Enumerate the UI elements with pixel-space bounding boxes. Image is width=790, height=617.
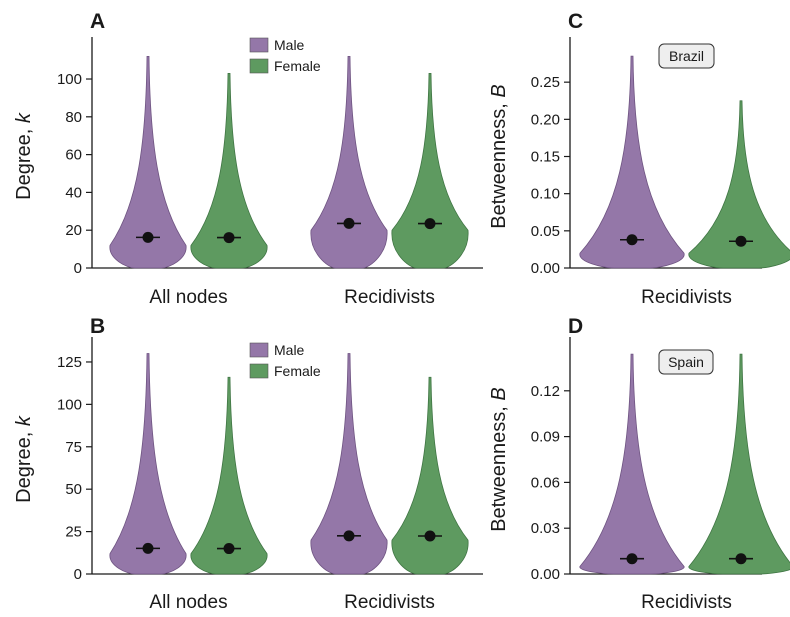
violin-male (310, 55, 388, 269)
y-tick-label: 0 (74, 260, 82, 277)
y-tick-label: 125 (57, 354, 82, 371)
y-tick-label: 0.00 (531, 566, 560, 583)
mean-point (424, 530, 436, 542)
violin-male (579, 55, 685, 269)
y-tick-label: 20 (65, 222, 82, 239)
region-box (658, 43, 715, 69)
legend-label: Female (274, 363, 321, 379)
legend-swatch-female (249, 363, 269, 379)
mean-point (735, 553, 747, 565)
mean-point (142, 542, 154, 554)
legend: Male Female (249, 37, 321, 74)
mean-point (343, 530, 355, 542)
y-tick-label: 0.03 (531, 520, 560, 537)
mean-point (424, 218, 436, 230)
panel-B: B 0 25 50 75 100 125 Degree, k All nodes Recidivi… (13, 315, 483, 613)
y-tick-label: 25 (65, 524, 82, 541)
y-tick-label: 0 (74, 566, 82, 583)
y-tick-label: 80 (65, 109, 82, 126)
legend: Male Female (249, 342, 321, 379)
violin-male (579, 353, 685, 575)
y-axis-label: Betweenness, B (488, 84, 510, 229)
y-tick-label: 0.10 (531, 186, 560, 203)
mean-point (343, 217, 355, 229)
y-tick-label: 0.15 (531, 149, 560, 166)
panel-D: D 0.00 0.03 0.06 0.09 0.12 Betweenness, B Recid… (488, 315, 790, 613)
y-tick-label: 40 (65, 184, 82, 201)
legend-swatch-male (249, 37, 269, 53)
panel-letter: B (90, 315, 105, 338)
violin-female (391, 376, 469, 575)
category-label: Recidivists (344, 592, 435, 613)
y-tick-label: 50 (65, 481, 82, 498)
y-tick-label: 0.25 (531, 74, 560, 91)
y-tick-label: 60 (65, 147, 82, 164)
mean-point (626, 553, 638, 565)
mean-point (223, 543, 235, 555)
violin-female (688, 353, 790, 575)
region-box (658, 349, 714, 375)
panel-letter: D (568, 315, 583, 338)
category-label: Recidivists (344, 287, 435, 308)
category-label: Recidivists (641, 287, 732, 308)
panel-C: C 0.00 0.05 0.10 0.15 0.20 0.25 Betweenness, B R… (488, 10, 790, 308)
y-axis-label: Degree, k (13, 112, 35, 200)
violin-male (109, 353, 187, 575)
violin-female (190, 376, 268, 575)
y-tick-label: 0.20 (531, 111, 560, 128)
y-tick-label: 0.09 (531, 429, 560, 446)
y-tick-label: 75 (65, 439, 82, 456)
panel-letter: C (568, 10, 583, 33)
category-label: All nodes (149, 287, 227, 308)
legend-label: Male (274, 37, 305, 53)
legend-label: Male (274, 342, 305, 358)
region-label: Brazil (669, 48, 704, 64)
legend-label: Female (274, 58, 321, 74)
mean-point (142, 231, 154, 243)
category-label: Recidivists (641, 592, 732, 613)
violin-female (688, 100, 790, 269)
y-tick-label: 0.12 (531, 383, 560, 400)
y-tick-label: 0.00 (531, 260, 560, 277)
legend-swatch-female (249, 58, 269, 74)
violin-female (391, 72, 469, 269)
y-tick-label: 0.05 (531, 223, 560, 240)
region-label: Spain (668, 354, 704, 370)
violin-male (310, 353, 388, 575)
mean-point (626, 234, 638, 246)
category-label: All nodes (149, 592, 227, 613)
mean-point (735, 235, 747, 247)
mean-point (223, 232, 235, 244)
panel-letter: A (90, 10, 105, 33)
y-tick-label: 100 (57, 396, 82, 413)
y-axis-label: Degree, k (13, 415, 35, 503)
y-tick-label: 0.06 (531, 474, 560, 491)
legend-swatch-male (249, 342, 269, 358)
violin-male (109, 55, 187, 269)
y-axis-label: Betweenness, B (488, 387, 510, 532)
panel-A: A 0 20 40 60 80 100 Degree, k All nodes Recidivis… (13, 10, 483, 308)
y-tick-label: 100 (57, 71, 82, 88)
violin-female (190, 72, 268, 269)
